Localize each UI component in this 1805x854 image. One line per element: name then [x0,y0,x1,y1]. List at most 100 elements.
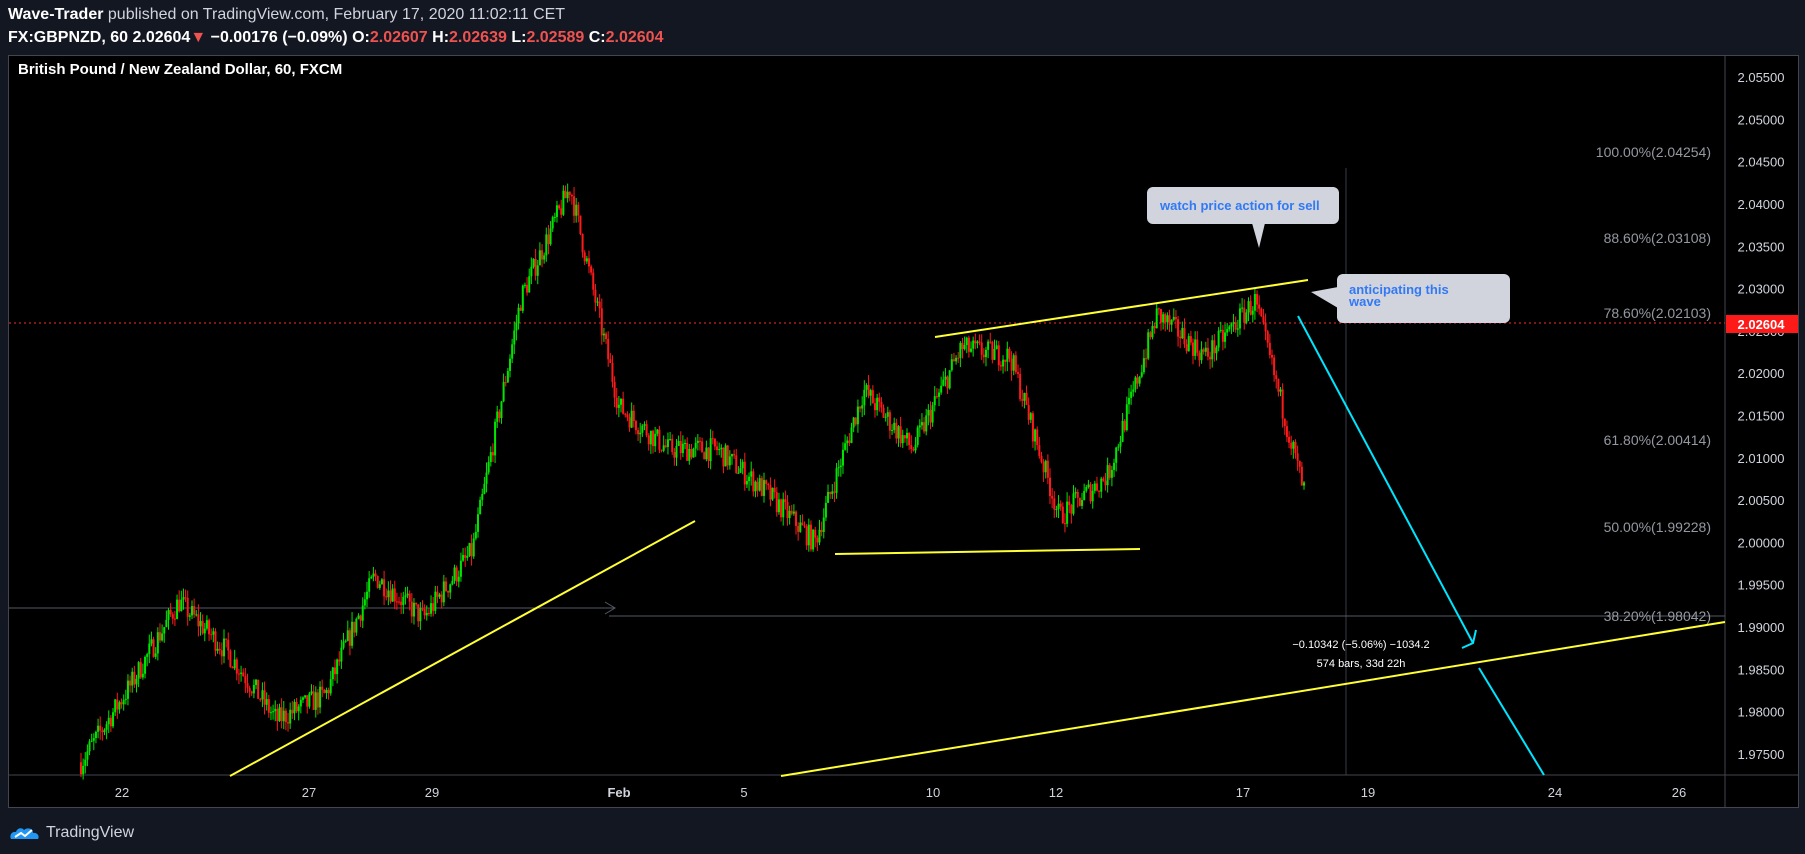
candle-body [1273,357,1276,376]
candle-body [963,345,966,350]
candle-body [1187,336,1190,352]
candle-body [1292,441,1295,449]
candle-body [835,468,838,493]
candle-body [967,337,970,352]
candle-body [376,576,379,588]
candle-body [1059,503,1062,507]
candle-body [521,285,524,311]
candle-body [457,576,460,582]
candle-body [479,499,482,515]
candle-body [156,632,159,654]
candle-body [1087,484,1090,488]
candle-body [1091,490,1094,502]
candle-body [773,487,776,493]
candle-body [1044,460,1047,473]
candle-body [925,415,928,432]
callout-sell[interactable]: watch price action for sell [1147,187,1339,248]
candle-body [600,308,603,336]
time-axis[interactable]: 22 27 29 Feb 5 10 12 17 19 24 26 [115,785,1686,800]
trendline-range-support[interactable] [834,548,1141,555]
candle-body [1194,339,1197,356]
chart-canvas[interactable]: watch price action for sell anticipating… [9,56,1798,807]
candle-body [470,543,473,557]
candle-body [1002,359,1005,367]
candle-body [754,481,757,492]
candle-body [1238,308,1241,329]
candle-body [602,333,605,336]
candle-body [888,412,891,431]
trendline-long-support[interactable] [780,621,1726,777]
candle-body [99,725,102,731]
price-axis[interactable]: 2.05500 2.05000 2.04500 2.04000 2.03500 2.030… [1738,70,1785,762]
candle-body [1192,342,1195,356]
candle-body [468,543,471,556]
candle-body [248,687,251,692]
candle-body [724,445,727,467]
candle-body [965,337,968,346]
candle-body [400,601,403,606]
time-tick-label: 27 [302,785,316,800]
candle-body [876,397,879,411]
candle-body [641,425,644,433]
candle-body [863,389,866,406]
candle-body [573,196,576,216]
candle-body [1243,307,1246,323]
candle-body [171,614,174,619]
candle-body [538,250,541,266]
candle-body [679,440,682,454]
candle-body [383,579,386,597]
candle-body [743,461,746,485]
candle-body [1206,347,1209,357]
candle-body [1147,332,1150,359]
price-tick-label: 1.97500 [1738,747,1785,762]
candle-body [1285,426,1288,437]
candle-body [1230,323,1233,327]
trendline-ascending-support[interactable] [229,520,696,777]
candle-body [867,385,870,396]
callout-wave[interactable]: anticipating this wave [1311,274,1510,323]
candle-body [598,301,601,309]
candle-body [391,588,394,602]
candle-body [515,323,518,331]
candle-body [628,417,631,428]
candle-body [673,452,676,458]
candle-body [218,648,221,651]
tradingview-branding[interactable]: TradingView [8,820,134,846]
trendline-resistance[interactable] [934,279,1309,338]
candle-body [844,443,847,450]
candle-body [852,417,855,428]
candle-body [523,284,526,286]
candle-body [1166,315,1169,323]
candle-body [741,461,744,469]
candle-body [240,672,243,674]
candle-body [944,376,947,380]
candle-body [1142,358,1145,373]
candle-body [173,618,176,620]
candle-body [1093,483,1096,491]
chart-pane[interactable]: watch price action for sell anticipating… [8,55,1799,808]
candle-body [1113,462,1116,470]
candle-body [750,471,753,477]
candle-body [105,724,108,730]
callout-sell-text: watch price action for sell [1159,198,1320,213]
candle-body [634,421,637,431]
candlestick-series [80,183,1305,780]
price-tick-label: 2.02000 [1738,366,1785,381]
candle-body [812,529,815,550]
candle-body [312,691,315,710]
candle-body [1149,332,1152,338]
projection-arrow[interactable] [1297,315,1474,644]
candle-body [408,593,411,602]
candle-body [1157,308,1160,310]
author-name[interactable]: Wave-Trader [8,6,104,23]
candle-body [570,194,573,197]
candle-body [357,615,360,619]
candle-body [707,447,710,462]
close-value: 2.02604 [605,29,664,46]
candle-body [583,252,586,262]
projection-continuation[interactable] [1478,667,1545,776]
candle-body [316,692,319,708]
candle-body [261,690,264,700]
tradingview-logo-icon [10,828,39,839]
candle-body [619,398,622,405]
